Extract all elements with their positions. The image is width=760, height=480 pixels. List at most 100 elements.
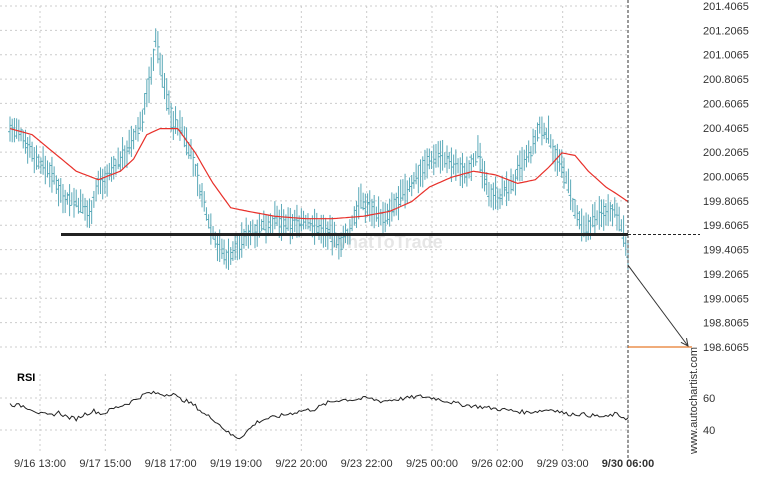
- price-bar: [367, 190, 371, 222]
- price-bar: [301, 210, 305, 230]
- price-bar: [166, 90, 170, 115]
- price-bar: [341, 225, 344, 249]
- price-bar: [466, 156, 469, 187]
- price-bar: [546, 115, 550, 144]
- time-tick-label: 9/29 03:00: [537, 458, 589, 470]
- price-bar: [588, 216, 591, 240]
- price-bar: [517, 150, 521, 182]
- time-tick-label: 9/19 19:00: [210, 458, 262, 470]
- arrow-icon: [627, 264, 689, 347]
- price-bar: [503, 180, 507, 197]
- price-bar: [111, 156, 114, 182]
- price-bar: [91, 191, 95, 208]
- price-bar: [411, 172, 415, 189]
- price-bar: [80, 193, 84, 214]
- price-bar: [356, 187, 360, 220]
- price-bar: [106, 164, 110, 197]
- price-bar: [22, 130, 26, 149]
- price-bar: [372, 195, 375, 229]
- time-tick-label: 9/18 17:00: [145, 458, 197, 470]
- price-bar: [528, 140, 531, 163]
- price-bar: [387, 198, 391, 227]
- price-bar: [188, 139, 192, 160]
- price-bar: [451, 154, 455, 175]
- price-bar: [603, 199, 606, 231]
- price-bar: [566, 168, 569, 194]
- price-bar: [312, 208, 316, 245]
- rsi-axis-ticks: 60 40: [703, 393, 715, 437]
- rsi-tick-label: 60: [703, 393, 715, 405]
- price-bar: [129, 125, 132, 157]
- price-bar: [138, 111, 141, 131]
- price-bar: [568, 179, 572, 211]
- time-tick-label: 9/16 13:00: [14, 458, 66, 470]
- price-bar: [544, 127, 547, 143]
- price-bar: [40, 157, 43, 174]
- price-bar: [170, 102, 174, 132]
- price-bar: [226, 238, 230, 270]
- price-bar: [89, 200, 93, 224]
- price-bar: [556, 143, 560, 177]
- price-bar: [267, 214, 271, 237]
- price-bar: [398, 179, 402, 207]
- price-bar: [573, 199, 576, 219]
- price-bar: [532, 128, 536, 155]
- price-bar: [572, 197, 575, 213]
- price-bar: [303, 214, 307, 230]
- price-bar: [437, 141, 441, 168]
- price-bar: [299, 208, 302, 232]
- price-bar: [147, 66, 150, 104]
- price-axis-ticks: 201.4065 201.2065 201.0065 200.8065 200.6065…: [703, 1, 749, 354]
- price-tick-label: 199.8065: [703, 196, 749, 208]
- price-bar: [316, 212, 319, 235]
- price-bar: [592, 201, 596, 235]
- price-bar: [612, 197, 616, 218]
- price-tick-label: 200.6065: [703, 98, 749, 110]
- price-bar: [239, 233, 242, 260]
- price-bar: [173, 106, 177, 134]
- price-bar: [76, 197, 79, 214]
- price-bar: [166, 78, 169, 111]
- time-tick-label: 9/22 20:00: [275, 458, 327, 470]
- price-bar: [52, 166, 55, 185]
- price-bar: [152, 48, 156, 71]
- price-bar: [194, 163, 198, 177]
- price-bar: [294, 209, 297, 233]
- price-bar: [426, 148, 430, 179]
- price-bar: [471, 153, 474, 168]
- price-bar: [221, 238, 224, 259]
- price-bar: [158, 52, 161, 76]
- price-bar: [113, 155, 116, 180]
- price-bar: [330, 217, 333, 256]
- price-bar: [241, 222, 244, 258]
- price-bar: [400, 179, 404, 201]
- price-bar: [192, 150, 196, 177]
- price-tick-label: 198.8065: [703, 318, 749, 330]
- price-bar: [27, 135, 31, 158]
- time-tick-label: 9/30 06:00: [602, 458, 655, 470]
- brand-label: www.autochartist.com: [688, 347, 700, 455]
- price-bar: [144, 79, 148, 108]
- price-bar: [414, 163, 417, 185]
- price-bar: [247, 224, 251, 249]
- price-tick-label: 201.4065: [703, 1, 749, 13]
- price-bar: [537, 122, 540, 142]
- arrow-shaft: [627, 264, 689, 347]
- price-bar: [215, 234, 218, 262]
- price-bar: [199, 184, 202, 199]
- price-bar: [149, 57, 152, 85]
- time-tick-label: 9/25 00:00: [406, 458, 458, 470]
- price-bar: [127, 129, 130, 155]
- watermark: WhatToTrade: [330, 232, 443, 252]
- price-bar: [338, 235, 341, 260]
- price-bar: [495, 176, 498, 210]
- price-bar: [362, 192, 366, 211]
- price-bar: [336, 233, 339, 249]
- price-bar: [47, 160, 50, 178]
- price-bar: [520, 146, 523, 181]
- price-bar: [384, 202, 388, 233]
- price-bar: [208, 213, 212, 245]
- price-bar: [360, 183, 363, 209]
- price-bar: [595, 210, 598, 225]
